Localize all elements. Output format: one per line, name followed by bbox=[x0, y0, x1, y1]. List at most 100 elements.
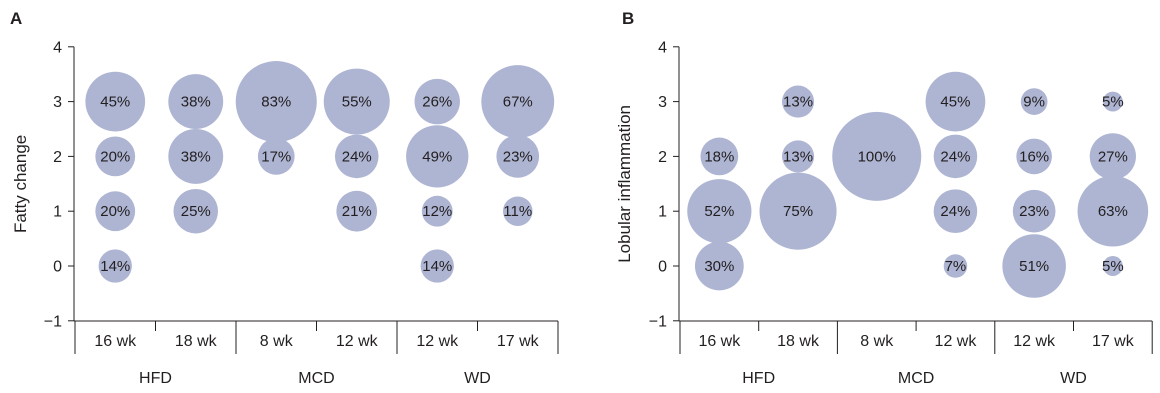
bubble bbox=[168, 128, 224, 184]
bubble-label: 49% bbox=[422, 148, 452, 165]
y-axis-title: Lobular inflammation bbox=[615, 105, 634, 263]
bubble bbox=[782, 85, 815, 118]
y-tick-label: 0 bbox=[658, 259, 667, 276]
bubble bbox=[687, 179, 752, 244]
panel-label: B bbox=[622, 9, 634, 28]
bubble bbox=[782, 140, 815, 173]
bubble bbox=[414, 78, 460, 125]
bubble bbox=[1016, 138, 1052, 175]
y-tick-label: 0 bbox=[53, 259, 62, 276]
y-tick-label: 3 bbox=[658, 94, 667, 111]
bubble bbox=[85, 71, 146, 132]
y-tick-label: −1 bbox=[649, 313, 667, 330]
bubble-label: 5% bbox=[1102, 94, 1124, 111]
y-axis-title: Fatty change bbox=[11, 135, 30, 233]
x-tick-label: 12 wk bbox=[1013, 333, 1056, 350]
bubble bbox=[933, 134, 978, 179]
bubble bbox=[1012, 189, 1056, 233]
bubble-label: 38% bbox=[181, 148, 211, 165]
bubble bbox=[323, 68, 390, 135]
x-tick-label: 12 wk bbox=[935, 333, 978, 350]
bubble-label: 11% bbox=[503, 203, 532, 220]
bubble-label: 24% bbox=[940, 148, 970, 165]
bubble-label: 17% bbox=[261, 148, 291, 165]
bubble bbox=[481, 65, 555, 139]
y-tick-label: 4 bbox=[53, 39, 62, 56]
bubble-label: 14% bbox=[100, 258, 130, 275]
chart-panel-b: B −1 0 1 2 3 4 Lobular inflammation 16 wk 18 wk 8 … bbox=[615, 9, 1153, 387]
bubble bbox=[98, 249, 132, 283]
bubble-label: 23% bbox=[503, 148, 533, 165]
bubble-label: 27% bbox=[1098, 148, 1128, 165]
bubble-label: 23% bbox=[1019, 203, 1049, 220]
bubble-label: 13% bbox=[783, 148, 813, 165]
bubble bbox=[832, 111, 922, 201]
bubble bbox=[1102, 91, 1123, 112]
x-tick-label: 17 wk bbox=[1092, 333, 1135, 350]
bubble bbox=[1089, 133, 1136, 180]
bubble bbox=[759, 172, 837, 250]
bubble-label: 63% bbox=[1098, 203, 1128, 220]
bubble-label: 26% bbox=[422, 94, 452, 111]
x-tick-label: 12 wk bbox=[416, 333, 459, 350]
y-tick-label: 1 bbox=[658, 204, 667, 221]
bubble-label: 7% bbox=[945, 258, 967, 275]
y-tick-label: 4 bbox=[658, 39, 667, 56]
y-tick-label: 3 bbox=[53, 94, 62, 111]
bubble-label: 24% bbox=[342, 148, 372, 165]
bubble-label: 67% bbox=[503, 94, 533, 111]
bubble bbox=[168, 74, 224, 130]
bubble-label: 55% bbox=[342, 94, 372, 111]
bubble bbox=[700, 137, 739, 176]
bubble-label: 30% bbox=[704, 258, 734, 275]
bubble-label: 12% bbox=[422, 203, 452, 220]
bubble-label: 21% bbox=[342, 203, 372, 220]
bubble bbox=[95, 191, 136, 232]
bubble bbox=[235, 61, 317, 143]
bubble-label: 24% bbox=[940, 203, 970, 220]
bubble-label: 45% bbox=[100, 94, 130, 111]
bubble bbox=[257, 138, 295, 175]
bubble-label: 75% bbox=[783, 203, 813, 220]
y-tick-label: 1 bbox=[53, 204, 62, 221]
group-label: HFD bbox=[742, 370, 775, 387]
group-label: WD bbox=[464, 370, 491, 387]
group-label: MCD bbox=[298, 370, 334, 387]
x-tick-label: 8 wk bbox=[260, 333, 294, 350]
x-tick-label: 18 wk bbox=[175, 333, 218, 350]
bubble bbox=[1077, 175, 1149, 247]
bubble bbox=[421, 195, 453, 227]
bubble-label: 16% bbox=[1019, 148, 1049, 165]
bubble bbox=[1002, 234, 1066, 298]
bubble bbox=[406, 125, 469, 188]
bubble bbox=[95, 136, 136, 177]
bubble-label: 20% bbox=[100, 148, 130, 165]
group-label: HFD bbox=[139, 370, 172, 387]
x-tick-label: 18 wk bbox=[777, 333, 820, 350]
bubble-label: 51% bbox=[1019, 258, 1049, 275]
y-tick-label: 2 bbox=[53, 149, 62, 166]
bubble-label: 20% bbox=[100, 203, 130, 220]
bubble-label: 83% bbox=[261, 94, 291, 111]
bubble bbox=[933, 189, 978, 234]
group-label: MCD bbox=[898, 370, 934, 387]
bubble-label: 5% bbox=[1102, 258, 1124, 275]
bubble bbox=[694, 241, 744, 291]
y-tick-label: 2 bbox=[658, 149, 667, 166]
chart-panel-a: A −1 0 1 2 3 4 Fatty change 16 wk 18 wk 8 wk 12 wk 1… bbox=[10, 9, 559, 387]
x-tick-label: 16 wk bbox=[698, 333, 741, 350]
bubble bbox=[496, 135, 540, 178]
bubble-label: 9% bbox=[1023, 94, 1045, 111]
bubble-label: 25% bbox=[181, 203, 211, 220]
bubble-label: 100% bbox=[858, 148, 896, 165]
bubble-label: 13% bbox=[783, 94, 813, 111]
bubble-label: 14% bbox=[422, 258, 452, 275]
x-tick-label: 17 wk bbox=[497, 333, 540, 350]
y-tick-label: −1 bbox=[44, 313, 62, 330]
bubble bbox=[1102, 256, 1123, 276]
bubble bbox=[1020, 88, 1048, 115]
x-tick-label: 8 wk bbox=[860, 333, 894, 350]
bubble-label: 38% bbox=[181, 94, 211, 111]
